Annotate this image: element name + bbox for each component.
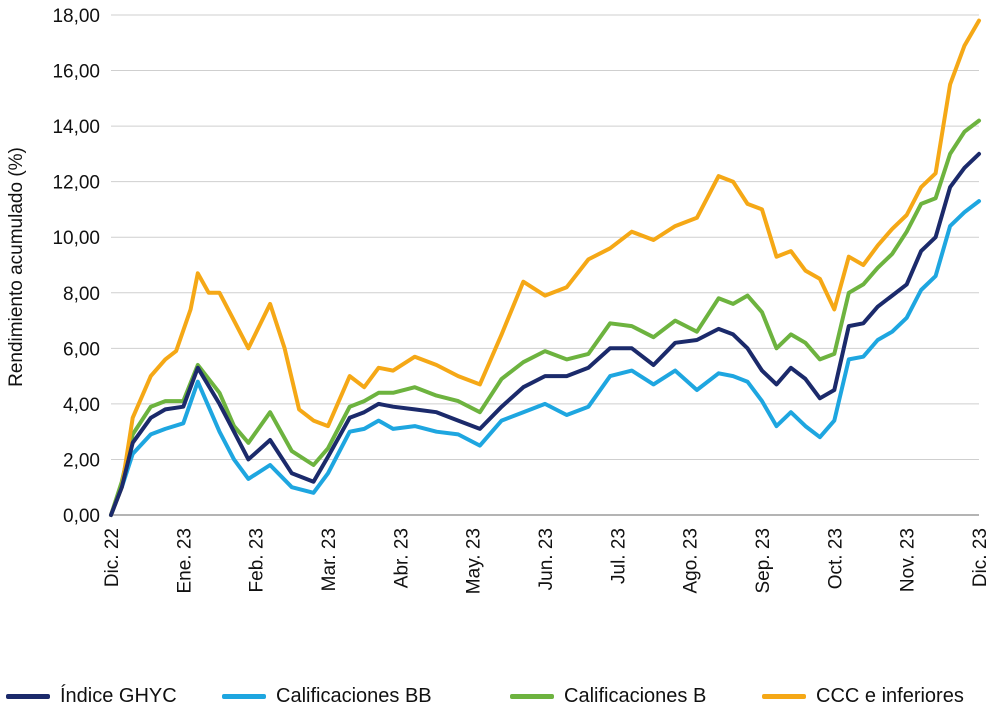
y-tick-label: 0,00 [63, 506, 100, 527]
legend-swatch [222, 693, 266, 699]
legend-swatch [510, 693, 554, 699]
series-line-1 [109, 151, 981, 517]
x-tick-labels: Dic. 22 Ene. 23 Feb. 23 Mar. 23 Abr. 23 May. … [102, 528, 991, 594]
y-axis-title: Rendimiento acumulado (%) [6, 147, 27, 387]
legend-item: Índice GHYC [6, 680, 177, 712]
x-tick-label: Jul. 23 [608, 528, 629, 584]
y-tick-label: 10,00 [52, 228, 100, 249]
x-tick-label: Nov. 23 [898, 528, 919, 592]
x-tick-label: May. 23 [464, 528, 485, 594]
legend-label: CCC e inferiores [816, 684, 964, 707]
series-lines [109, 18, 981, 517]
gridlines [111, 14, 979, 516]
x-tick-label: Oct. 23 [825, 528, 846, 589]
legend-swatch [6, 693, 50, 699]
legend-item: Calificaciones B [510, 680, 706, 712]
legend-item: Calificaciones BB [222, 680, 432, 712]
line-chart: 0,00 2,00 4,00 6,00 8,00 10,00 12,00 14,00 16,00… [6, 6, 991, 594]
y-tick-label: 6,00 [63, 339, 100, 360]
y-tick-label: 12,00 [52, 173, 100, 194]
legend-swatch [762, 693, 806, 699]
x-tick-label: Jun. 23 [536, 528, 557, 590]
x-tick-label: Sep. 23 [753, 528, 774, 594]
legend-item: CCC e inferiores [762, 680, 964, 712]
x-tick-label: Ago. 23 [681, 528, 702, 594]
x-tick-label: Feb. 23 [247, 528, 268, 592]
y-tick-labels: 0,00 2,00 4,00 6,00 8,00 10,00 12,00 14,00 16,00… [52, 6, 100, 527]
y-tick-label: 14,00 [52, 117, 100, 138]
y-tick-label: 16,00 [52, 62, 100, 83]
series-line-2 [109, 199, 981, 517]
legend-label: Calificaciones BB [276, 684, 432, 707]
series-line-3 [109, 118, 981, 517]
y-tick-label: 8,00 [63, 284, 100, 305]
y-tick-label: 4,00 [63, 395, 100, 416]
x-tick-label: Dic. 22 [102, 528, 123, 587]
y-tick-label: 2,00 [63, 450, 100, 471]
legend-label: Calificaciones B [564, 684, 707, 707]
chart-legend: Índice GHYC Calificaciones BB Calificacion… [0, 680, 1000, 712]
x-tick-label: Dic. 23 [970, 528, 991, 587]
y-tick-label: 18,00 [52, 6, 100, 27]
legend-label: Índice GHYC [60, 684, 177, 707]
x-tick-label: Abr. 23 [391, 528, 412, 588]
x-tick-label: Ene. 23 [174, 528, 195, 594]
x-tick-label: Mar. 23 [319, 528, 340, 591]
series-line-4 [109, 18, 981, 517]
